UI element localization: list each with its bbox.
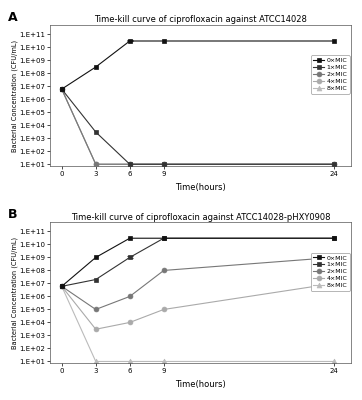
2×MIC (161, 268, 166, 273)
4×MIC (93, 327, 98, 332)
8×MIC (93, 359, 98, 364)
8×MIC (60, 284, 64, 289)
8×MIC (127, 359, 132, 364)
1×MIC (127, 162, 132, 167)
4×MIC (161, 307, 166, 312)
4×MIC (332, 162, 336, 167)
2×MIC (161, 162, 166, 167)
1×MIC (161, 236, 166, 241)
4×MIC (127, 320, 132, 325)
4×MIC (127, 162, 132, 167)
2×MIC (60, 87, 64, 92)
1×MIC (60, 284, 64, 289)
Line: 0×MIC: 0×MIC (59, 38, 336, 92)
Y-axis label: Bacterial Concentration (CFU/mL): Bacterial Concentration (CFU/mL) (12, 40, 18, 152)
4×MIC (93, 162, 98, 167)
Line: 0×MIC: 0×MIC (59, 236, 336, 289)
1×MIC (332, 236, 336, 241)
1×MIC (60, 87, 64, 92)
Line: 2×MIC: 2×MIC (59, 87, 336, 167)
1×MIC (93, 130, 98, 134)
Title: Time-kill curve of ciprofloxacin against ATCC14028-pHXY0908: Time-kill curve of ciprofloxacin against… (71, 212, 331, 222)
2×MIC (332, 162, 336, 167)
8×MIC (93, 162, 98, 167)
Text: B: B (8, 208, 18, 221)
1×MIC (127, 255, 132, 260)
8×MIC (161, 359, 166, 364)
0×MIC (332, 38, 336, 43)
Line: 8×MIC: 8×MIC (59, 284, 336, 364)
Line: 4×MIC: 4×MIC (59, 281, 336, 332)
4×MIC (332, 281, 336, 286)
Line: 2×MIC: 2×MIC (59, 255, 336, 312)
4×MIC (60, 87, 64, 92)
0×MIC (332, 236, 336, 241)
0×MIC (127, 236, 132, 241)
Legend: 0×MIC, 1×MIC, 2×MIC, 4×MIC, 8×MIC: 0×MIC, 1×MIC, 2×MIC, 4×MIC, 8×MIC (311, 253, 350, 291)
0×MIC (161, 38, 166, 43)
0×MIC (127, 38, 132, 43)
1×MIC (332, 162, 336, 167)
8×MIC (127, 162, 132, 167)
0×MIC (161, 236, 166, 241)
Legend: 0×MIC, 1×MIC, 2×MIC, 4×MIC, 8×MIC: 0×MIC, 1×MIC, 2×MIC, 4×MIC, 8×MIC (311, 56, 350, 94)
0×MIC (93, 65, 98, 70)
X-axis label: Time(hours): Time(hours) (175, 380, 226, 389)
8×MIC (332, 359, 336, 364)
4×MIC (60, 284, 64, 289)
X-axis label: Time(hours): Time(hours) (175, 183, 226, 192)
8×MIC (161, 162, 166, 167)
0×MIC (93, 255, 98, 260)
Line: 4×MIC: 4×MIC (59, 87, 336, 167)
Line: 8×MIC: 8×MIC (59, 87, 336, 167)
2×MIC (93, 162, 98, 167)
Title: Time-kill curve of ciprofloxacin against ATCC14028: Time-kill curve of ciprofloxacin against… (94, 15, 307, 24)
2×MIC (332, 255, 336, 260)
2×MIC (93, 307, 98, 312)
Y-axis label: Bacterial Concentration (CFU/mL): Bacterial Concentration (CFU/mL) (12, 237, 18, 349)
1×MIC (161, 162, 166, 167)
8×MIC (332, 162, 336, 167)
4×MIC (161, 162, 166, 167)
2×MIC (127, 162, 132, 167)
2×MIC (127, 294, 132, 299)
Line: 1×MIC: 1×MIC (59, 87, 336, 167)
0×MIC (60, 284, 64, 289)
8×MIC (60, 87, 64, 92)
0×MIC (60, 87, 64, 92)
Text: A: A (8, 11, 18, 24)
Line: 1×MIC: 1×MIC (59, 236, 336, 289)
1×MIC (93, 277, 98, 282)
2×MIC (60, 284, 64, 289)
